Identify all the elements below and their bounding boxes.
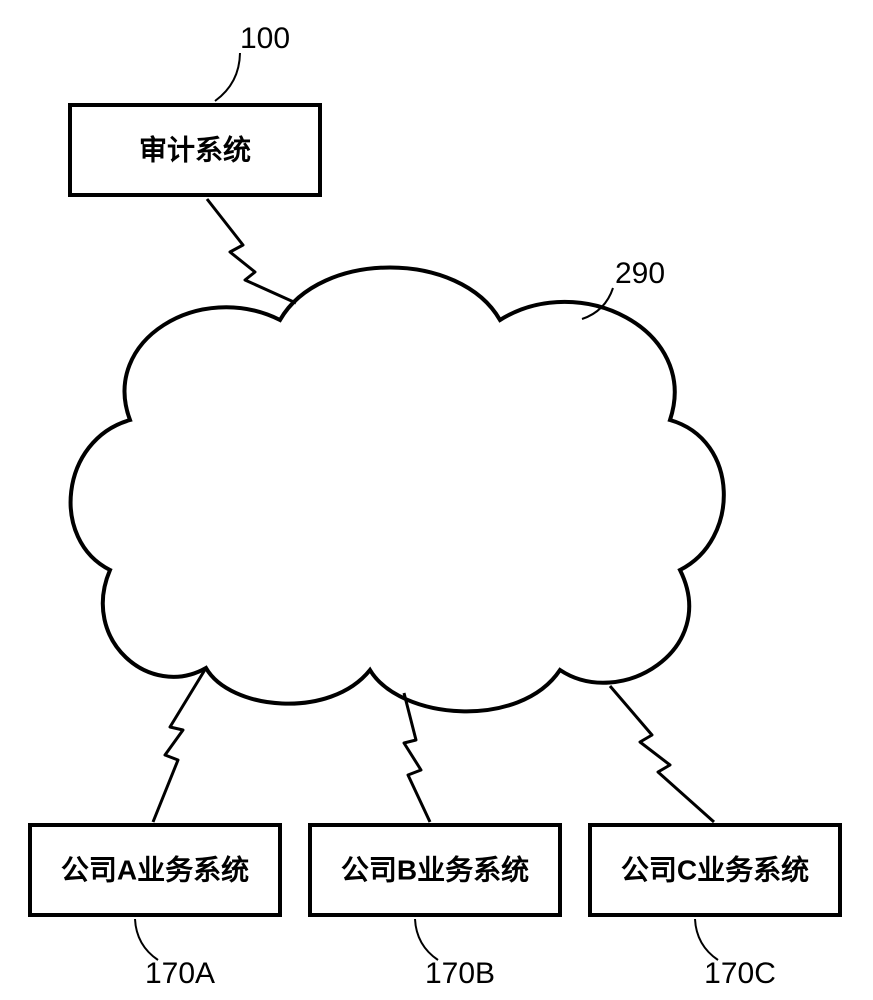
company-a-node: 公司A业务系统 xyxy=(30,825,280,915)
ref-170b-hook xyxy=(415,919,438,960)
company-a-label: 公司A业务系统 xyxy=(61,853,249,885)
audit-node: 审计系统 xyxy=(70,105,320,195)
ref-170c-callout: 170C xyxy=(695,919,776,990)
diagram-canvas: 审计系统 公司A业务系统 公司B业务系统 公司C业务系统 100 290 170… xyxy=(0,0,873,1000)
ref-290-callout: 290 xyxy=(582,257,665,319)
ref-170b-label: 170B xyxy=(425,957,495,990)
ref-100-label: 100 xyxy=(240,22,290,55)
ref-290-label: 290 xyxy=(615,257,665,290)
connector-audit-cloud xyxy=(207,199,296,303)
connector-cloud-b xyxy=(404,693,430,822)
company-c-node: 公司C业务系统 xyxy=(590,825,840,915)
ref-170a-hook xyxy=(135,919,158,960)
ref-100-hook xyxy=(215,53,240,101)
ref-170b-callout: 170B xyxy=(415,919,495,990)
ref-170a-label: 170A xyxy=(145,957,215,990)
company-b-label: 公司B业务系统 xyxy=(341,853,529,885)
connector-cloud-c xyxy=(610,686,714,822)
ref-170a-callout: 170A xyxy=(135,919,215,990)
ref-100-callout: 100 xyxy=(215,22,290,101)
cloud-shape xyxy=(71,268,724,712)
ref-170c-label: 170C xyxy=(704,957,776,990)
ref-170c-hook xyxy=(695,919,718,960)
audit-label: 审计系统 xyxy=(139,133,251,165)
company-c-label: 公司C业务系统 xyxy=(621,853,809,885)
connector-cloud-a xyxy=(153,668,206,822)
company-b-node: 公司B业务系统 xyxy=(310,825,560,915)
